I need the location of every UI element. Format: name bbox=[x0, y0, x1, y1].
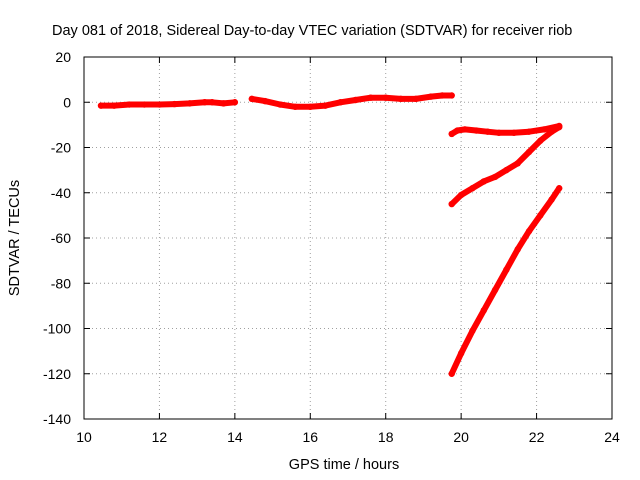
data-point bbox=[469, 185, 476, 192]
data-point bbox=[454, 127, 461, 134]
y-tick-label: -140 bbox=[43, 411, 71, 427]
data-point bbox=[540, 126, 548, 133]
data-point bbox=[510, 129, 518, 136]
data-point bbox=[448, 92, 455, 99]
series-trace-3 bbox=[448, 123, 563, 137]
data-point bbox=[457, 350, 465, 357]
chart-title: Day 081 of 2018, Sidereal Day-to-day VTE… bbox=[52, 23, 572, 39]
data-point bbox=[292, 103, 299, 110]
data-point bbox=[525, 148, 533, 156]
data-point bbox=[480, 178, 487, 185]
grid-lines bbox=[84, 57, 612, 419]
x-tick-label: 20 bbox=[453, 429, 469, 445]
data-point bbox=[537, 212, 544, 219]
data-point bbox=[503, 266, 510, 273]
data-point bbox=[484, 128, 491, 135]
axis-ticks bbox=[83, 56, 613, 420]
data-point bbox=[397, 95, 404, 103]
data-point bbox=[110, 102, 118, 109]
y-tick-label: -80 bbox=[51, 275, 71, 291]
tick-labels: 10 12 14 16 18 20 22 24 20 0 -20 -40 -60 -80 -100 -120 -… bbox=[43, 49, 620, 445]
data-point bbox=[126, 101, 133, 108]
data-point bbox=[209, 99, 216, 106]
data-point bbox=[514, 246, 521, 253]
data-point bbox=[231, 99, 239, 106]
data-point bbox=[457, 191, 465, 199]
data-point bbox=[537, 137, 544, 144]
y-tick-label: -120 bbox=[43, 366, 71, 382]
data-point bbox=[514, 160, 521, 167]
y-tick-label: -100 bbox=[43, 321, 71, 337]
data-point bbox=[491, 286, 499, 294]
data-point bbox=[261, 97, 269, 105]
x-tick-label: 24 bbox=[604, 429, 620, 445]
y-tick-label: -40 bbox=[51, 185, 71, 201]
data-point bbox=[525, 228, 533, 235]
x-tick-label: 10 bbox=[76, 429, 92, 445]
y-tick-label: 0 bbox=[63, 94, 71, 110]
data-point bbox=[412, 95, 420, 103]
data-point bbox=[382, 94, 389, 101]
x-axis-label: GPS time / hours bbox=[289, 457, 399, 473]
y-tick-label: -20 bbox=[51, 140, 71, 156]
data-point bbox=[448, 200, 455, 208]
data-point bbox=[495, 129, 503, 136]
data-point bbox=[548, 128, 555, 135]
data-point bbox=[491, 173, 499, 181]
data-point bbox=[352, 96, 359, 104]
data-series-layer bbox=[97, 92, 563, 377]
data-point bbox=[220, 100, 227, 107]
data-point bbox=[201, 99, 208, 106]
data-point bbox=[448, 130, 455, 138]
data-point bbox=[473, 127, 480, 134]
y-tick-label: -60 bbox=[51, 230, 71, 246]
data-point bbox=[367, 94, 374, 101]
data-point bbox=[156, 101, 163, 108]
data-point bbox=[439, 92, 446, 99]
data-point bbox=[97, 102, 105, 109]
x-tick-label: 18 bbox=[378, 429, 394, 445]
data-point bbox=[548, 196, 555, 203]
data-point bbox=[461, 126, 469, 133]
data-point bbox=[276, 101, 284, 108]
data-point bbox=[525, 128, 533, 135]
data-point bbox=[503, 166, 510, 174]
data-point bbox=[322, 102, 329, 109]
series-trace-4 bbox=[448, 124, 563, 208]
y-axis-label: SDTVAR / TECUs bbox=[7, 180, 23, 296]
x-tick-label: 22 bbox=[529, 429, 545, 445]
data-point bbox=[556, 185, 563, 192]
data-point bbox=[556, 123, 563, 131]
data-point bbox=[469, 327, 476, 334]
data-point bbox=[141, 101, 148, 108]
x-tick-label: 12 bbox=[152, 429, 168, 445]
x-tick-label: 16 bbox=[302, 429, 318, 445]
data-point bbox=[171, 100, 178, 108]
data-point bbox=[427, 93, 435, 100]
data-point bbox=[337, 99, 344, 106]
data-point bbox=[307, 103, 314, 110]
x-tick-label: 14 bbox=[227, 429, 243, 445]
data-point bbox=[186, 100, 193, 107]
data-point bbox=[248, 95, 256, 103]
data-point bbox=[448, 370, 455, 377]
data-point bbox=[480, 307, 487, 314]
y-tick-label: 20 bbox=[55, 49, 71, 65]
